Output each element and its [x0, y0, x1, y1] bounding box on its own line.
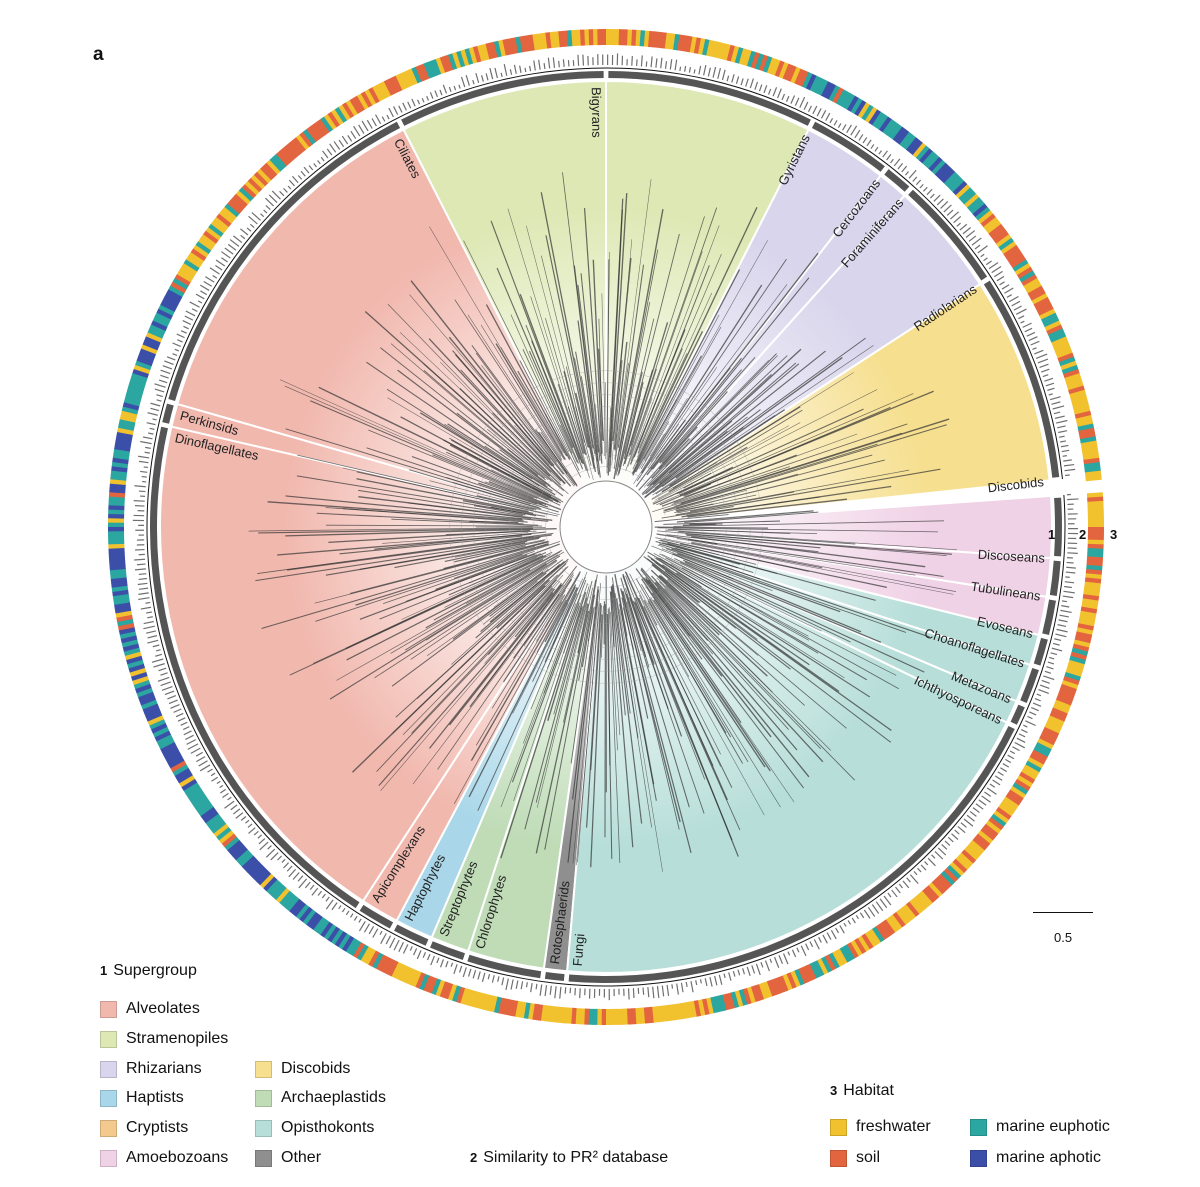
legend-swatch [255, 1149, 272, 1167]
ring1-segment-tubulineans [1049, 560, 1061, 596]
supergroup-legend-title: 1 Supergroup [100, 962, 197, 979]
ring1-segment-streptophytes [430, 941, 466, 960]
legend-item-other: Other [255, 1149, 321, 1167]
panel-label: a [93, 44, 104, 65]
legend-swatch [255, 1060, 272, 1078]
legend-item-cryptists: Cryptists [100, 1119, 188, 1137]
ring1-segment-dinoflagellates [150, 426, 360, 909]
ring1-segment-haptophytes [394, 924, 429, 946]
legend-swatch [830, 1118, 847, 1136]
ring-number-3: 3 [1110, 527, 1118, 542]
legend-swatch [255, 1089, 272, 1107]
legend-swatch [100, 1030, 117, 1048]
legend-swatch [100, 1000, 117, 1018]
ring1-segment-apicomplexans [359, 904, 394, 929]
legend-item-marine-euphotic: marine euphotic [970, 1118, 1110, 1136]
ring-number-2: 2 [1079, 527, 1087, 542]
clade-label-discobids: Discobids [987, 474, 1045, 495]
legend-item-stramenopiles: Stramenopiles [100, 1030, 228, 1048]
clade-label-bigyrans: Bigyrans [589, 87, 605, 138]
ring1-segment-discoseans [1054, 497, 1063, 557]
ring1-segment-choanoflagellates [1033, 637, 1048, 666]
ring-number-1: 1 [1048, 527, 1056, 542]
ring1-segment-perkinsids [162, 403, 174, 424]
annotation-rings [108, 28, 1104, 1025]
ring1-segment-bigyrans [401, 71, 604, 126]
legend-item-opisthokonts: Opisthokonts [255, 1119, 374, 1137]
legend-swatch [100, 1119, 117, 1137]
ring1-segment-foraminiferans [884, 169, 910, 192]
legend-item-soil: soil [830, 1149, 880, 1167]
tree-branches [248, 172, 958, 872]
clade-label-discoseans: Discoseans [977, 547, 1045, 566]
habitat-legend-title: 3 Habitat [830, 1082, 894, 1099]
ring1-segment-metazoans [1020, 667, 1039, 703]
ring1-segment-cercozoans [811, 121, 885, 172]
legend-swatch [100, 1149, 117, 1167]
ring1-segment-evoseans [1042, 599, 1057, 635]
ring1-segment-radiolarians [908, 189, 988, 281]
ring1-segment-ichthyosporeans [1010, 704, 1025, 725]
legend-item-rhizarians: Rhizarians [100, 1060, 202, 1078]
legend-item-alveolates: Alveolates [100, 1000, 200, 1018]
legend-item-freshwater: freshwater [830, 1118, 931, 1136]
legend-item-haptists: Haptists [100, 1089, 184, 1107]
legend-swatch [970, 1149, 987, 1167]
legend-swatch [255, 1119, 272, 1137]
legend-item-archaeplastids: Archaeplastids [255, 1089, 386, 1107]
similarity-legend-title: 2 Similarity to PR² database [470, 1149, 669, 1166]
ring1-segment-gyristans [608, 71, 811, 126]
legend-item-amoebozoans: Amoebozoans [100, 1149, 228, 1167]
legend-swatch [830, 1149, 847, 1167]
legend-swatch [100, 1089, 117, 1107]
clade-label-fungi: Fungi [570, 933, 587, 967]
ring1-segment-discobids [983, 280, 1060, 478]
legend-item-discobids: Discobids [255, 1060, 350, 1078]
ring1-segment-rotosphaerids [544, 971, 565, 982]
legend-item-marine-aphotic: marine aphotic [970, 1149, 1101, 1167]
tree-root-hole [559, 480, 653, 574]
legend-swatch [970, 1118, 987, 1136]
ring1-segment-chlorophytes [467, 954, 542, 979]
legend-swatch [100, 1060, 117, 1078]
scale-bar [1033, 912, 1093, 913]
scale-bar-label: 0.5 [1054, 930, 1073, 945]
